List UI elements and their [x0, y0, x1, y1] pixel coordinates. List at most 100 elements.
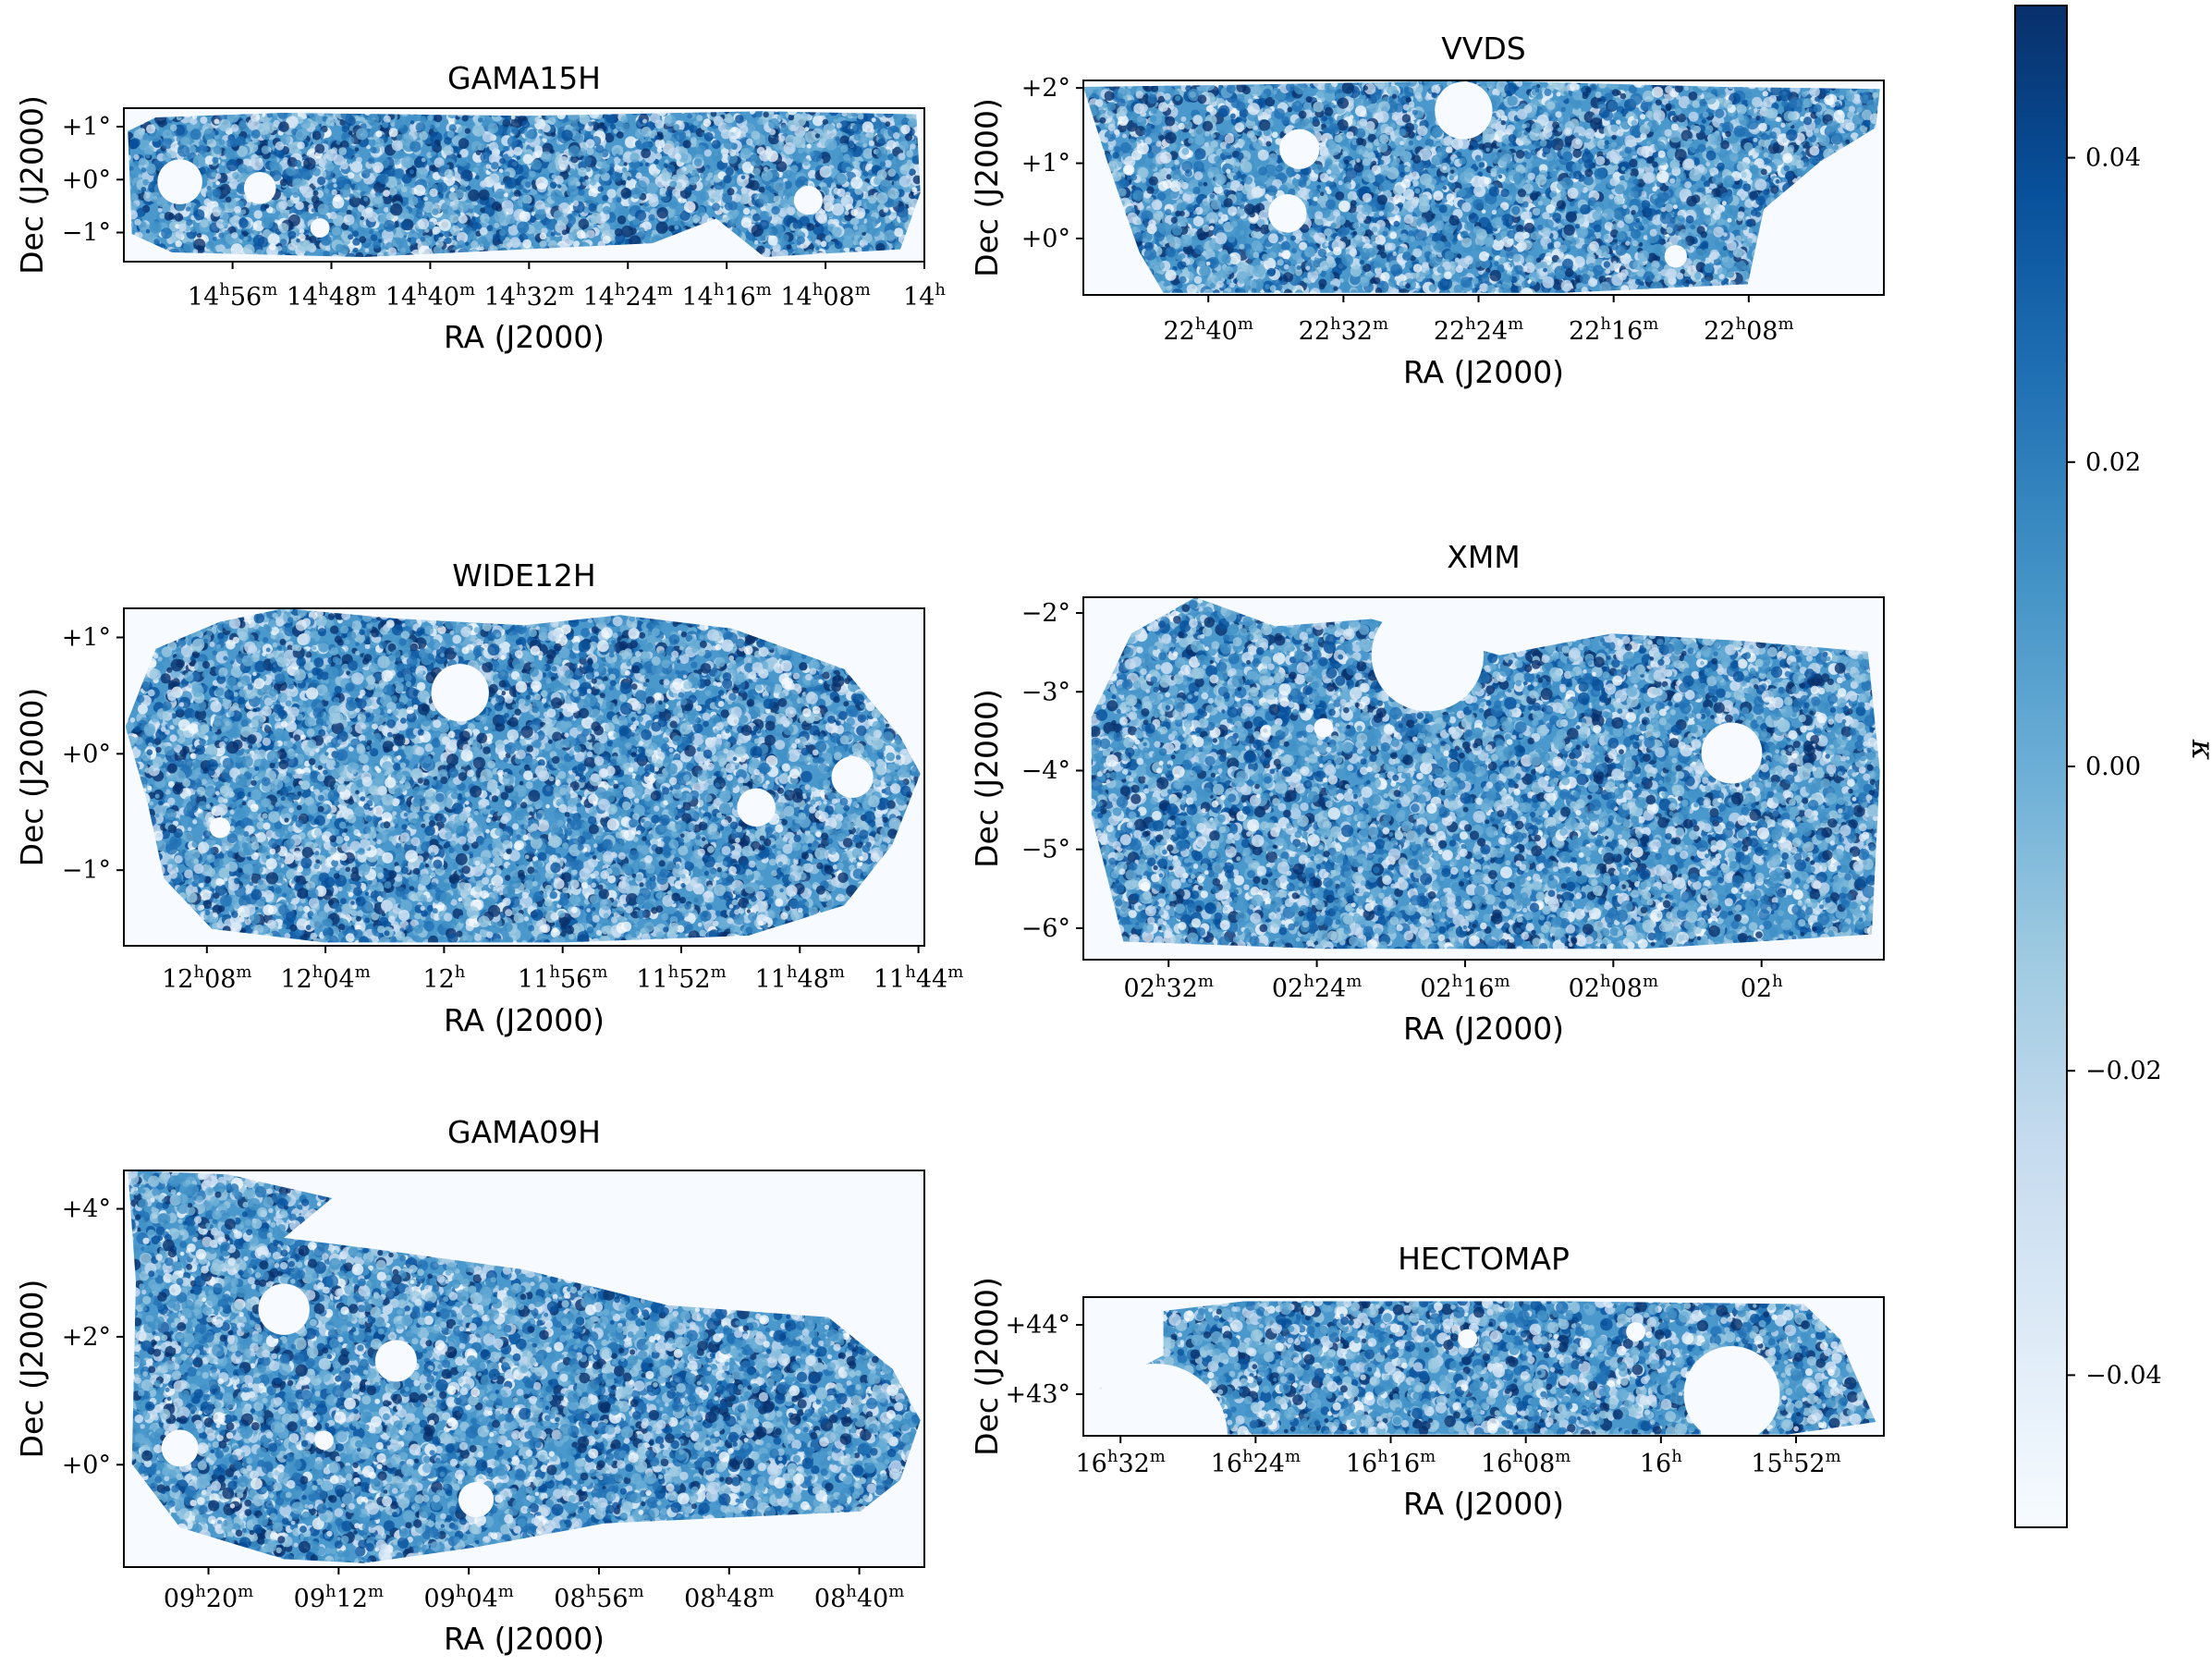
- x-tick-label: 02h: [1741, 972, 1783, 1003]
- x-tick-label: 22h32m: [1299, 314, 1388, 346]
- x-tick-label: 12h04m: [280, 962, 370, 994]
- x-tick-label: 12h: [422, 962, 465, 994]
- x-tick-label: 08h48m: [684, 1582, 774, 1613]
- panel-wide12h: WIDE12H RA (J2000) Dec (J2000) 12h08m 12h04m…: [14, 557, 963, 1038]
- x-tick-label: 22h08m: [1704, 314, 1793, 346]
- convergence-map: [125, 608, 921, 943]
- colorbar-tick-label: −0.04: [2085, 1361, 2162, 1390]
- y-tick-label: +1°: [1021, 150, 1070, 178]
- x-axis-label: RA (J2000): [1403, 1011, 1564, 1047]
- y-tick-label: +43°: [1006, 1380, 1070, 1409]
- y-tick-label: +2°: [1021, 74, 1070, 103]
- colorbar: 0.04 0.02 0.00 −0.02 −0.04 κ: [2014, 5, 2212, 1528]
- y-tick-label: −1°: [62, 219, 111, 248]
- y-axis-label: Dec (J2000): [969, 98, 1005, 277]
- y-tick-label: +0°: [1021, 225, 1070, 253]
- x-tick-label: 14h48m: [287, 280, 376, 312]
- x-tick-label: 14h16m: [681, 280, 771, 312]
- x-tick-label: 14h56m: [188, 280, 277, 312]
- x-tick-label: 09h20m: [164, 1582, 253, 1613]
- x-tick-label: 16h32m: [1075, 1447, 1165, 1478]
- x-tick-label: 02h08m: [1569, 972, 1658, 1003]
- panel-title: GAMA15H: [447, 60, 601, 96]
- axes-frame: [1082, 1296, 1885, 1437]
- y-tick-label: −1°: [62, 856, 111, 885]
- y-tick-label: +0°: [62, 1451, 111, 1479]
- x-tick-label: 16h08m: [1481, 1447, 1570, 1478]
- x-tick-label: 11h56m: [518, 962, 607, 994]
- x-tick-label: 02h24m: [1272, 972, 1362, 1003]
- x-tick-label: 11h52m: [636, 962, 726, 994]
- y-axis-label: Dec (J2000): [14, 1280, 50, 1459]
- kappa-texture: [1099, 1301, 1876, 1435]
- y-tick-label: +44°: [1006, 1311, 1070, 1340]
- x-tick-label: 14h08m: [780, 280, 870, 312]
- x-tick-label: 16h16m: [1346, 1447, 1436, 1478]
- x-tick-label: 08h56m: [554, 1582, 643, 1613]
- x-tick-label: 08h40m: [814, 1582, 904, 1613]
- panel-vvds: VVDS RA (J2000) Dec (J2000) 22h40m 22h32m 22h…: [969, 31, 1885, 390]
- x-tick-label: 09h12m: [294, 1582, 384, 1613]
- x-tick-label: 09h04m: [423, 1582, 513, 1613]
- y-axis-label: Dec (J2000): [14, 688, 50, 867]
- x-axis-label: RA (J2000): [1403, 354, 1564, 390]
- x-tick-label: 11h48m: [755, 962, 845, 994]
- axes-frame: [1082, 80, 1885, 296]
- x-tick-label: 02h16m: [1420, 972, 1509, 1003]
- convergence-map: [1099, 1301, 1876, 1435]
- x-tick-label: 16h24m: [1211, 1447, 1301, 1478]
- axes-frame: [123, 107, 925, 263]
- colorbar-tick-label: 0.02: [2085, 448, 2141, 477]
- panel-title: VVDS: [1441, 31, 1526, 67]
- axes-frame: [123, 607, 925, 947]
- panel-title: WIDE12H: [452, 557, 595, 594]
- y-axis-label: Dec (J2000): [969, 1277, 1005, 1456]
- x-tick-label: 15h52m: [1751, 1447, 1840, 1478]
- x-axis-label: RA (J2000): [1403, 1486, 1564, 1522]
- x-axis-label: RA (J2000): [444, 319, 605, 355]
- x-tick-label: 14h24m: [583, 280, 673, 312]
- x-tick-label: 14h40m: [385, 280, 475, 312]
- y-tick-label: −5°: [1021, 836, 1070, 864]
- y-tick-label: +1°: [62, 623, 111, 652]
- x-tick-label: 14h: [903, 280, 946, 312]
- y-tick-label: +1°: [62, 113, 111, 141]
- panel-title: HECTOMAP: [1398, 1241, 1570, 1277]
- x-axis-label: RA (J2000): [444, 1002, 605, 1038]
- panel-hectomap: HECTOMAP RA (J2000) Dec (J2000) 16h32m 16h24…: [969, 1241, 1885, 1522]
- panel-gama09h: GAMA09H RA (J2000) Dec (J2000) 09h20m 09h12m…: [14, 1114, 925, 1657]
- y-axis-label: Dec (J2000): [14, 95, 50, 275]
- y-tick-label: −3°: [1021, 678, 1070, 706]
- x-tick-label: 02h32m: [1124, 972, 1214, 1003]
- colorbar-tick-label: 0.00: [2085, 753, 2141, 781]
- kappa-texture: [128, 111, 921, 257]
- y-tick-label: +0°: [62, 165, 111, 194]
- x-tick-label: 14h32m: [484, 280, 574, 312]
- x-tick-label: 22h40m: [1164, 314, 1253, 346]
- convergence-map: [128, 111, 921, 257]
- panel-title: XMM: [1447, 539, 1521, 575]
- panel-title: GAMA09H: [447, 1114, 601, 1150]
- colorbar-tick-label: −0.02: [2085, 1057, 2162, 1085]
- colorbar-gradient: [2014, 5, 2068, 1528]
- colorbar-label: κ: [2184, 739, 2212, 760]
- y-tick-label: +4°: [62, 1195, 111, 1224]
- kappa-texture: [125, 608, 921, 943]
- axes-frame: [123, 1170, 925, 1568]
- y-tick-label: −6°: [1021, 914, 1070, 943]
- panel-gama15h: GAMA15H RA (J2000) Dec (J2000) 14h56m 14h48m…: [14, 60, 946, 355]
- x-axis-label: RA (J2000): [444, 1621, 605, 1657]
- panel-xmm: XMM RA (J2000) Dec (J2000) 02h32m 02h24m 02h1…: [969, 539, 1885, 1047]
- y-tick-label: +2°: [62, 1323, 111, 1352]
- colorbar-tick-label: 0.04: [2085, 144, 2141, 173]
- axes-frame: [1082, 596, 1885, 961]
- x-tick-label: 22h16m: [1569, 314, 1658, 346]
- y-tick-label: +0°: [62, 740, 111, 768]
- x-tick-label: 12h08m: [162, 962, 251, 994]
- y-axis-label: Dec (J2000): [969, 689, 1005, 868]
- y-tick-label: −2°: [1021, 599, 1070, 628]
- x-tick-label: 22h24m: [1434, 314, 1523, 346]
- x-tick-label: 16h: [1640, 1447, 1682, 1478]
- y-tick-label: −4°: [1021, 756, 1070, 785]
